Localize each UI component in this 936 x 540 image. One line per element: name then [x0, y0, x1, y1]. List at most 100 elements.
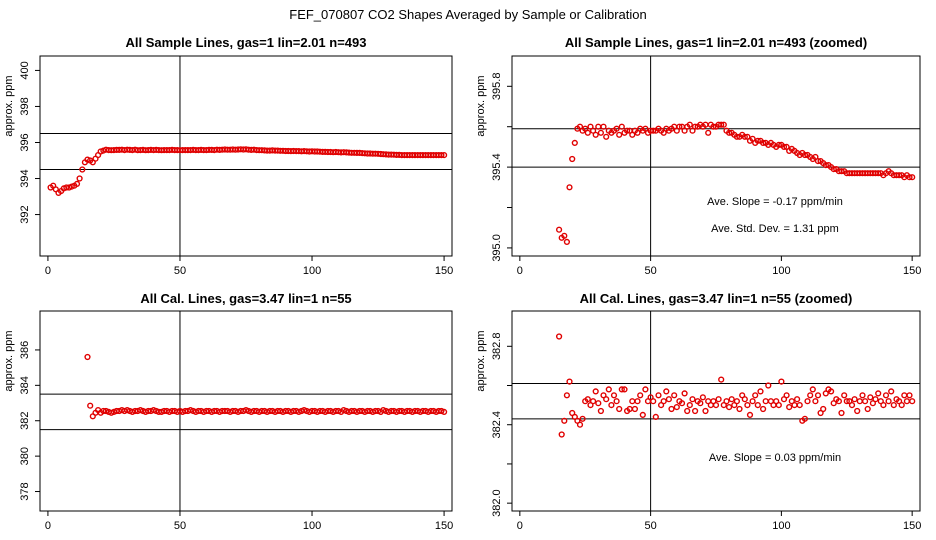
data-point — [555, 226, 563, 233]
data-point — [749, 135, 756, 142]
data-point — [589, 127, 597, 134]
y-tick-label: 382 — [19, 412, 31, 430]
data-point — [814, 392, 822, 399]
data-point — [780, 143, 788, 151]
x-tick-label: 50 — [174, 265, 186, 277]
data-point — [754, 402, 761, 409]
y-tick-label: 394 — [19, 169, 31, 187]
data-point — [610, 392, 618, 399]
data-point — [728, 396, 735, 403]
data-point — [613, 398, 620, 405]
data-point — [909, 398, 916, 405]
data-point — [671, 392, 678, 399]
data-point — [754, 137, 761, 144]
data-point — [613, 125, 620, 132]
data-point — [906, 174, 913, 181]
data-point — [793, 396, 801, 403]
data-point — [634, 129, 641, 136]
data-point — [801, 415, 809, 422]
data-point — [616, 405, 623, 413]
data-point — [681, 390, 688, 397]
x-tick-label: 0 — [517, 520, 523, 532]
data-point — [867, 394, 874, 401]
y-tick-label: 382.0 — [491, 489, 503, 517]
data-point — [741, 396, 748, 403]
data-point — [608, 402, 615, 409]
data-point — [438, 152, 445, 159]
data-point — [830, 166, 837, 173]
data-point — [668, 405, 675, 413]
data-point — [603, 396, 610, 403]
data-point — [592, 388, 599, 395]
data-point — [686, 402, 693, 409]
y-tick-label: 382.8 — [491, 333, 503, 361]
annotation: Ave. Slope = -0.17 ppm/min — [707, 196, 843, 208]
data-point — [697, 400, 704, 407]
data-point — [909, 174, 916, 181]
data-point — [600, 123, 607, 130]
x-tick-label: 0 — [45, 265, 51, 277]
data-point — [796, 402, 803, 409]
data-point — [864, 405, 871, 413]
data-point — [569, 155, 576, 163]
panel-title: All Sample Lines, gas=1 lin=2.01 n=493 — [126, 35, 367, 50]
data-point — [733, 398, 741, 405]
data-point — [650, 127, 657, 134]
data-point — [715, 396, 722, 403]
data-point — [718, 376, 725, 383]
data-point — [603, 133, 610, 140]
data-point — [814, 158, 822, 165]
data-point — [705, 129, 712, 136]
data-point — [686, 121, 693, 128]
data-point — [618, 123, 625, 130]
x-tick-label: 100 — [772, 265, 790, 277]
data-point — [775, 402, 782, 409]
data-point — [584, 396, 591, 403]
y-tick-label: 396 — [19, 133, 31, 151]
data-point — [749, 398, 756, 405]
data-point — [859, 392, 866, 399]
data-point — [843, 398, 850, 405]
data-point — [820, 405, 827, 413]
data-point — [783, 392, 790, 399]
data-point — [827, 388, 835, 395]
data-point — [566, 378, 573, 385]
data-point — [79, 166, 86, 173]
plot-frame — [511, 55, 921, 257]
data-point — [875, 390, 882, 397]
data-point — [801, 151, 809, 159]
data-point — [757, 388, 764, 395]
data-point — [712, 402, 720, 409]
data-point — [691, 407, 699, 415]
data-point — [702, 407, 709, 415]
data-point — [838, 168, 845, 175]
x-tick-label: 100 — [772, 520, 790, 532]
data-point — [637, 392, 644, 399]
data-point — [841, 392, 848, 399]
data-point — [882, 392, 890, 399]
data-point — [901, 392, 908, 399]
chart-panel-1: All Sample Lines, gas=1 lin=2.01 n=493 0 5… — [3, 35, 453, 277]
panel-title: All Cal. Lines, gas=3.47 lin=1 n=55 — [140, 291, 351, 306]
data-point — [822, 162, 829, 169]
data-point — [597, 129, 605, 136]
data-point — [84, 353, 91, 361]
x-tick-label: 0 — [517, 265, 523, 277]
chart-panel-3: All Cal. Lines, gas=3.47 lin=1 n=55 0 50 10… — [3, 291, 453, 532]
annotation: Ave. Slope = 0.03 ppm/min — [709, 452, 841, 464]
y-tick-label: 380 — [19, 447, 31, 465]
y-axis-label: approx. ppm — [3, 330, 15, 391]
plot-frame — [39, 55, 453, 257]
data-point — [759, 139, 767, 147]
data-point — [861, 398, 869, 405]
data-point — [895, 172, 903, 179]
chart-panel-2: All Sample Lines, gas=1 lin=2.01 n=493 (… — [475, 35, 921, 277]
y-tick-label: 392 — [19, 205, 31, 223]
data-point — [809, 386, 816, 393]
data-point — [566, 184, 573, 191]
y-tick-label: 384 — [19, 376, 31, 394]
panel-title: All Sample Lines, gas=1 lin=2.01 n=493 (… — [565, 35, 867, 50]
data-point — [736, 405, 743, 413]
y-tick-label: 386 — [19, 341, 31, 359]
data-point — [875, 170, 882, 177]
